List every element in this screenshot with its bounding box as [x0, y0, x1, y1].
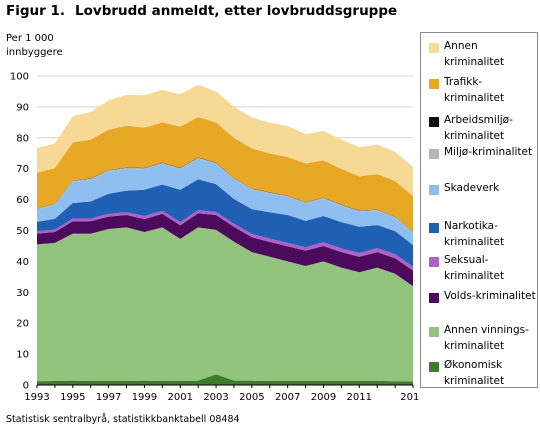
x-tick-label: 1997: [96, 392, 121, 403]
y-tick-label: 60: [16, 195, 29, 206]
legend-swatch: [429, 223, 439, 233]
figure-number: Figur 1.: [6, 3, 66, 19]
source-note: Statistisk sentralbyrå, statistikkbankta…: [6, 414, 240, 425]
x-tick-label: 1999: [132, 392, 157, 403]
legend-swatch: [429, 362, 439, 372]
area-series-8: [37, 117, 413, 232]
y-tick-label: 80: [16, 133, 29, 144]
legend-label: Seksual-kriminalitet: [444, 254, 505, 282]
y-tick-label: 20: [16, 319, 29, 330]
figure-title-text: Lovbrudd anmeldt, etter lovbruddsgruppe: [75, 3, 398, 19]
x-tick-label: 2014: [400, 392, 420, 403]
legend-swatch: [429, 43, 439, 53]
x-tick-label: 2009: [311, 392, 336, 403]
y-tick-label: 30: [16, 288, 29, 299]
x-tick-label: 2003: [203, 392, 228, 403]
area-series-2: [37, 213, 413, 287]
y-axis-label: Per 1 000 innbyggere: [6, 33, 63, 58]
legend-swatch: [429, 185, 439, 195]
x-tick-label: 2011: [347, 392, 372, 403]
legend-label: Arbeidsmiljø-kriminalitet: [444, 114, 513, 142]
y-tick-label: 0: [23, 381, 29, 392]
legend-label: Annen kriminalitet: [444, 40, 505, 68]
legend-swatch: [429, 257, 439, 267]
area-series-0: [37, 374, 413, 385]
x-tick-label: 1993: [24, 392, 49, 403]
y-tick-label: 70: [16, 164, 29, 175]
figure-title: Figur 1. Lovbrudd anmeldt, etter lovbrudd…: [6, 3, 397, 19]
legend-swatch: [429, 327, 439, 337]
x-tick-label: 2001: [168, 392, 193, 403]
area-series-9: [37, 84, 413, 197]
legend-label: Skadeverk: [444, 182, 500, 194]
legend-label: Annen vinnings-kriminalitet: [444, 324, 529, 352]
legend-swatch: [429, 79, 439, 89]
area-series-1: [37, 227, 413, 382]
y-tick-label: 50: [16, 226, 29, 237]
area-series: [37, 84, 413, 385]
y-tick-label: 90: [16, 102, 29, 113]
legend: Annen kriminalitet Trafikk-kriminalitet Ar…: [420, 32, 538, 388]
area-series-4: [37, 179, 413, 267]
legend-swatch: [429, 149, 439, 159]
x-tick-label: 2007: [275, 392, 300, 403]
y-tick-label: 10: [16, 350, 29, 361]
legend-label: Økonomisk kriminalitet: [444, 359, 505, 387]
y-tick-label: 40: [16, 257, 29, 268]
x-tick-label: 2005: [239, 392, 264, 403]
legend-label: Trafikk-kriminalitet: [444, 76, 505, 104]
x-tick-label: 1995: [60, 392, 85, 403]
legend-swatch: [429, 117, 439, 127]
legend-swatch: [429, 293, 439, 303]
axes: 0 10 20 30 40 50 60 70 80 90 100 1993 1995 1997 1999 20…: [10, 72, 420, 404]
area-series-5: [37, 158, 413, 246]
y-tick-label: 100: [10, 72, 29, 83]
stacked-area-chart: 0 10 20 30 40 50 60 70 80 90 100 1993 1995 1997 1999 20…: [10, 72, 420, 404]
legend-label: Miljø-kriminalitet: [444, 146, 533, 158]
legend-label: Volds-kriminalitet: [444, 290, 536, 302]
legend-label: Narkotika-kriminalitet: [444, 220, 505, 248]
